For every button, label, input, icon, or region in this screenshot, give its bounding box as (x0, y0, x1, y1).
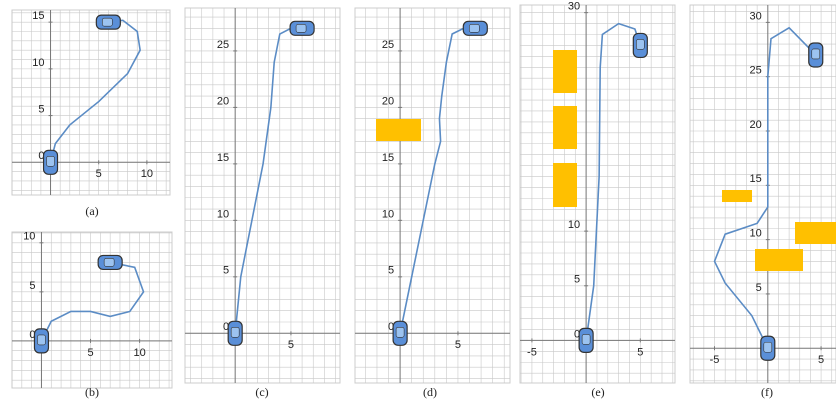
car-window (764, 342, 772, 352)
obstacle (553, 163, 577, 207)
y-tick-label: 5 (756, 282, 762, 294)
y-tick-label: 30 (750, 10, 762, 22)
car-window (37, 335, 45, 345)
x-tick-label: 5 (637, 346, 643, 358)
caption: (f) (761, 385, 773, 399)
car-window (396, 327, 404, 337)
car-window (469, 24, 479, 32)
obstacle (553, 50, 577, 93)
y-tick-label: 5 (574, 274, 580, 286)
car-window (812, 49, 820, 59)
panel: -5 5 5 10 15 20 25 30 (690, 5, 836, 383)
y-tick-label: 15 (32, 10, 44, 22)
y-tick-label: 10 (217, 208, 229, 220)
y-tick-label: 10 (750, 228, 762, 240)
car-window (102, 18, 112, 26)
x-tick-label: -5 (527, 346, 537, 358)
plot-area (12, 232, 172, 388)
y-tick-label: 5 (388, 265, 394, 277)
x-tick-label: 5 (455, 339, 461, 351)
y-tick-label: 15 (750, 173, 762, 185)
y-tick-label: 15 (382, 152, 394, 164)
x-tick-label: 5 (288, 339, 294, 351)
figure: 510051015(a)5100510(b)50510152025(c)5051… (0, 0, 836, 403)
caption: (d) (423, 385, 437, 399)
obstacle (376, 119, 421, 141)
car-window (104, 258, 114, 266)
caption: (b) (85, 385, 99, 399)
obstacle (755, 249, 803, 271)
y-tick-label: 10 (568, 219, 580, 231)
x-tick-label: 10 (133, 347, 145, 359)
caption: (a) (85, 204, 98, 218)
car-window (582, 334, 590, 344)
obstacle (553, 106, 577, 149)
y-tick-label: 5 (29, 280, 35, 292)
y-tick-label: 20 (382, 95, 394, 107)
y-tick-label: 25 (382, 39, 394, 51)
y-tick-label: 30 (568, 1, 580, 13)
y-tick-label: 20 (217, 95, 229, 107)
y-tick-label: 20 (750, 119, 762, 131)
y-tick-label: 10 (23, 231, 35, 243)
y-tick-label: 25 (750, 65, 762, 77)
car-window (231, 327, 239, 337)
caption: (e) (591, 385, 604, 399)
obstacle (795, 222, 836, 244)
x-tick-label: 5 (818, 354, 824, 366)
car-window (47, 156, 55, 166)
plot-area (185, 8, 340, 383)
x-tick-label: 5 (87, 347, 93, 359)
y-tick-label: 5 (38, 103, 44, 115)
plot-area (355, 8, 510, 383)
x-tick-label: 10 (141, 168, 153, 180)
obstacle (722, 190, 752, 202)
y-tick-label: 25 (217, 39, 229, 51)
car-window (636, 39, 644, 49)
car-window (296, 24, 306, 32)
caption: (c) (255, 385, 268, 399)
y-tick-label: 15 (217, 152, 229, 164)
y-tick-label: 10 (382, 208, 394, 220)
y-tick-label: 10 (32, 57, 44, 69)
x-tick-label: 5 (96, 168, 102, 180)
x-tick-label: -5 (710, 354, 720, 366)
y-tick-label: 5 (223, 265, 229, 277)
